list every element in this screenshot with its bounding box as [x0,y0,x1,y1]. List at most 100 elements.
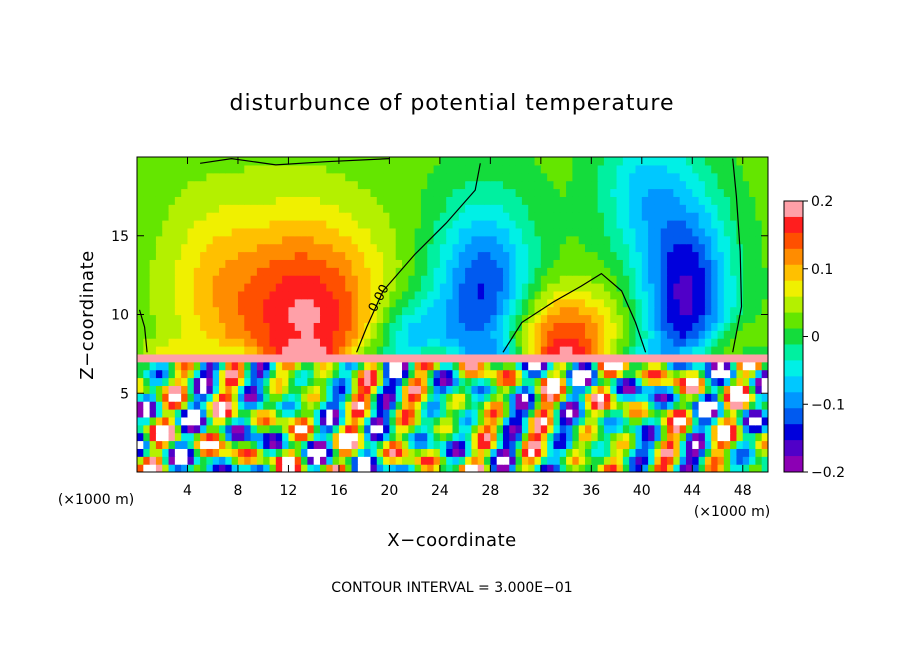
field-cell [471,196,479,205]
field-cell [193,275,201,284]
field-cell [603,212,611,221]
field-cell [155,314,163,323]
field-cell [345,157,353,166]
field-cell [244,251,252,260]
field-cell [137,330,144,339]
field-cell [420,259,428,268]
field-cell [301,243,308,253]
field-cell [319,361,327,371]
field-cell [376,416,384,426]
field-cell [395,464,403,472]
field-cell [641,432,649,442]
field-cell [269,157,277,166]
field-cell [200,353,208,363]
field-cell [622,361,630,371]
field-cell [307,377,315,386]
field-cell [414,157,422,166]
field-cell [345,164,353,174]
field-cell [717,424,725,434]
field-cell [275,385,283,394]
field-cell [187,275,195,284]
field-cell [559,251,567,260]
field-cell [667,346,674,355]
field-cell [301,424,308,434]
field-cell [528,196,536,205]
field-cell [736,298,744,308]
field-cell [597,369,605,379]
field-cell [591,361,599,371]
field-cell [572,275,580,284]
field-cell [244,314,252,323]
field-cell [597,456,605,465]
field-cell [212,440,220,449]
field-cell [345,306,353,316]
field-cell [414,188,422,197]
field-cell [622,353,630,363]
field-cell [730,330,738,339]
field-cell [585,235,592,245]
field-cell [648,353,656,363]
field-cell [484,393,491,402]
field-cell [326,188,334,197]
field-cell [654,322,662,331]
field-cell [307,220,315,229]
field-cell [414,180,422,190]
field-cell [465,243,473,253]
field-cell [559,385,567,394]
field-cell [521,377,529,386]
field-cell [471,188,479,197]
field-cell [383,456,390,465]
field-cell [231,212,239,221]
field-cell [256,353,264,363]
field-cell [263,393,271,402]
field-cell [307,235,315,245]
field-cell [723,393,731,402]
field-cell [383,275,390,284]
field-cell [187,157,195,166]
field-cell [629,220,637,229]
field-cell [667,188,674,197]
field-cell [711,401,719,410]
field-cell [685,369,693,379]
field-cell [465,227,473,237]
field-cell [250,180,258,190]
field-cell [528,314,536,323]
field-cell [679,267,687,276]
field-cell [629,267,637,276]
field-cell [313,314,321,323]
field-cell [622,369,630,379]
field-cell [275,330,283,339]
field-cell [528,456,536,465]
field-cell [717,409,725,418]
field-cell [667,338,674,347]
field-cell [319,385,327,394]
field-cell [660,243,668,253]
field-cell [465,448,473,457]
field-cell [509,330,517,339]
field-cell [749,188,756,197]
field-cell [149,306,157,316]
field-cell [282,235,290,245]
field-cell [326,377,334,386]
field-cell [711,235,719,245]
field-cell [200,393,208,402]
field-cell [540,401,548,410]
field-cell [307,409,315,418]
field-cell [225,322,233,331]
field-cell [351,432,359,442]
field-cell [237,267,245,276]
field-cell [610,157,618,166]
field-cell [212,212,220,221]
field-cell [572,353,580,363]
field-cell [578,369,586,379]
field-cell [528,251,536,260]
field-cell [338,306,346,316]
field-cell [237,290,245,300]
field-cell [496,456,504,465]
field-cell [414,306,422,316]
field-cell [376,306,384,316]
field-cell [749,267,756,276]
field-cell [572,220,580,229]
field-cell [301,212,308,221]
